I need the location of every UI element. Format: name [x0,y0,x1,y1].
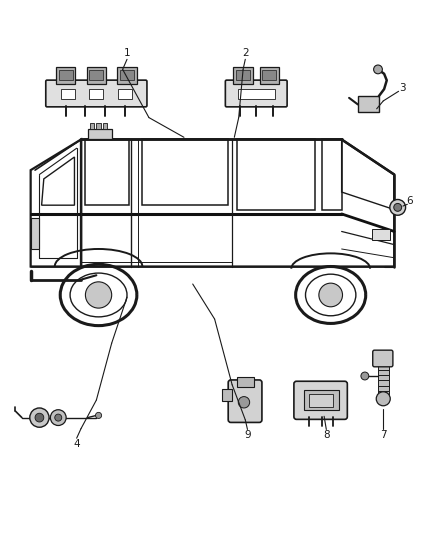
Bar [378,391,389,397]
Text: 4: 4 [73,439,80,449]
Circle shape [50,410,66,425]
Bar [103,123,107,128]
Circle shape [55,414,62,421]
Bar [358,96,379,112]
Text: 9: 9 [244,430,251,440]
Bar [90,123,94,128]
Circle shape [95,413,102,418]
Bar [56,67,75,84]
Bar [238,89,275,99]
Circle shape [30,408,49,427]
Bar [87,67,106,84]
Bar [59,70,73,80]
Circle shape [319,283,343,307]
Circle shape [390,199,406,215]
Bar [118,89,132,99]
Bar [61,89,75,99]
Bar [236,70,250,80]
Bar [378,375,389,381]
Bar [88,128,112,140]
Text: 6: 6 [406,196,413,206]
Bar [378,381,389,386]
Circle shape [374,65,382,74]
Bar [378,370,389,376]
Circle shape [376,392,390,406]
Text: 7: 7 [380,430,387,440]
Text: 8: 8 [323,430,330,440]
Circle shape [394,204,402,211]
Bar [31,219,39,249]
Bar [89,70,103,80]
Circle shape [361,372,369,380]
Bar [260,67,279,84]
Bar [309,393,333,407]
Text: 3: 3 [399,83,406,93]
Bar [96,123,101,128]
Bar [372,229,390,240]
Bar [120,70,134,80]
Circle shape [85,282,112,308]
Bar [237,377,254,387]
Bar [233,67,253,84]
FancyBboxPatch shape [228,380,262,423]
FancyBboxPatch shape [225,80,287,107]
FancyBboxPatch shape [294,381,347,419]
Bar [89,89,103,99]
Bar [262,70,276,80]
Bar [304,390,339,410]
Bar [117,67,137,84]
FancyBboxPatch shape [46,80,147,107]
Bar [222,389,232,401]
FancyBboxPatch shape [373,350,393,367]
Bar [378,386,389,392]
Circle shape [238,397,250,408]
Text: 2: 2 [242,48,249,58]
Circle shape [35,413,44,422]
Bar [378,365,389,371]
Text: 1: 1 [124,48,131,58]
